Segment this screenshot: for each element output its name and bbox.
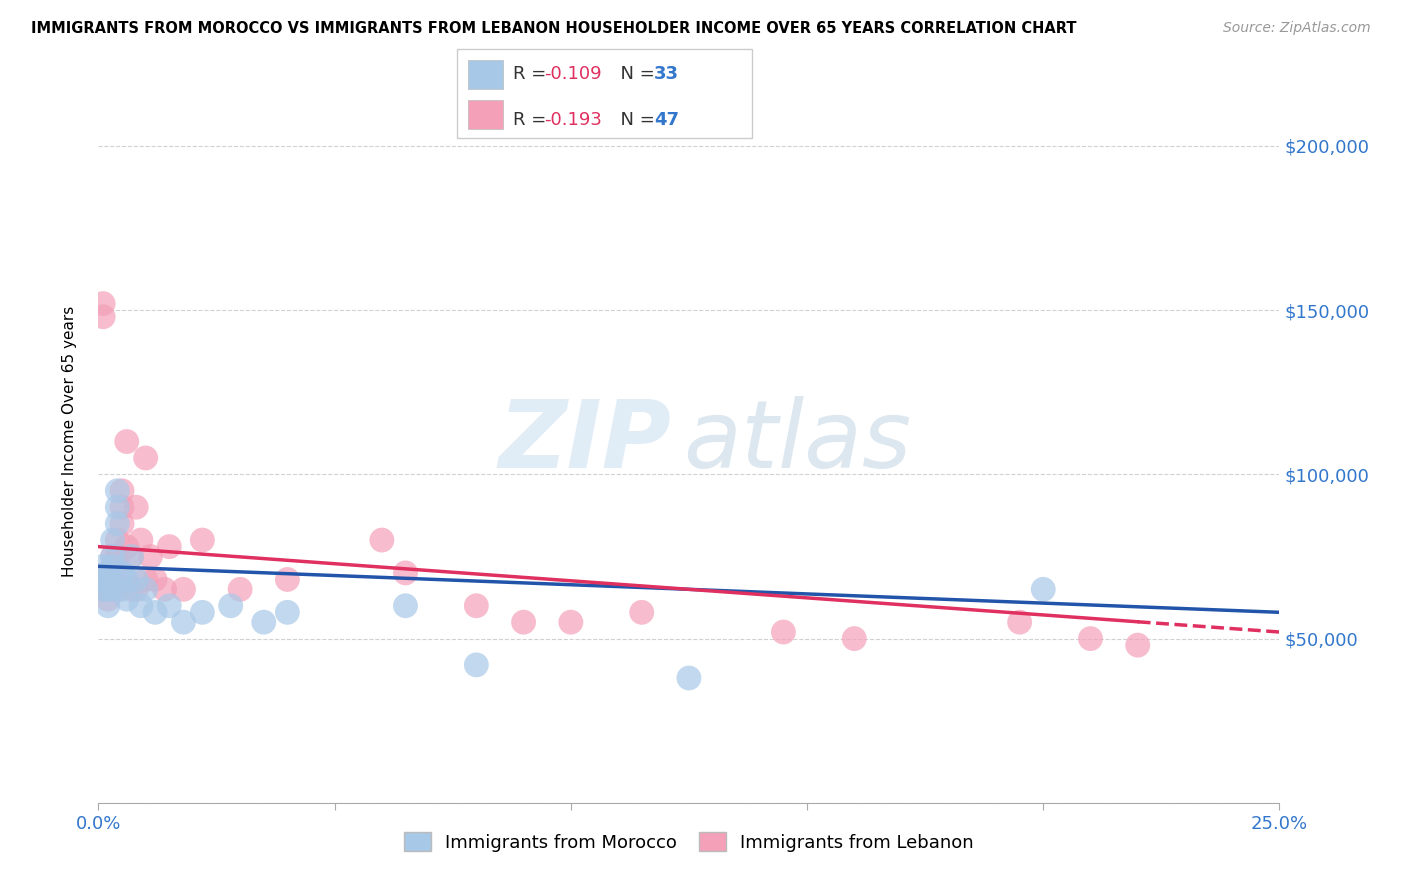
Point bbox=[105, 516, 128, 531]
Point bbox=[1032, 582, 1054, 597]
Point bbox=[101, 533, 124, 547]
Point bbox=[97, 592, 120, 607]
Point bbox=[105, 566, 128, 580]
Point bbox=[630, 605, 652, 619]
Point bbox=[121, 549, 143, 564]
Point bbox=[139, 549, 162, 564]
Point bbox=[97, 566, 120, 580]
Point bbox=[772, 625, 794, 640]
Point bbox=[97, 573, 120, 587]
Point bbox=[115, 573, 138, 587]
Point bbox=[105, 483, 128, 498]
Text: R =: R = bbox=[513, 112, 553, 129]
Point bbox=[191, 605, 214, 619]
Point bbox=[135, 582, 157, 597]
Point bbox=[465, 599, 488, 613]
Text: R =: R = bbox=[513, 65, 553, 83]
Point bbox=[219, 599, 242, 613]
Text: 33: 33 bbox=[654, 65, 679, 83]
Point bbox=[91, 582, 114, 597]
Point bbox=[844, 632, 866, 646]
Point bbox=[111, 582, 134, 597]
Point bbox=[121, 582, 143, 597]
Text: Source: ZipAtlas.com: Source: ZipAtlas.com bbox=[1223, 21, 1371, 35]
Point bbox=[135, 450, 157, 465]
Point bbox=[229, 582, 252, 597]
Point bbox=[394, 599, 416, 613]
Point bbox=[276, 573, 298, 587]
Legend: Immigrants from Morocco, Immigrants from Lebanon: Immigrants from Morocco, Immigrants from… bbox=[396, 825, 981, 859]
Text: N =: N = bbox=[609, 65, 661, 83]
Text: atlas: atlas bbox=[683, 396, 911, 487]
Point bbox=[101, 549, 124, 564]
Point bbox=[101, 559, 124, 574]
Point bbox=[157, 599, 180, 613]
Point bbox=[125, 573, 148, 587]
Point bbox=[97, 582, 120, 597]
Point bbox=[172, 615, 194, 630]
Point bbox=[115, 434, 138, 449]
Point bbox=[101, 559, 124, 574]
Text: 47: 47 bbox=[654, 112, 679, 129]
Point bbox=[125, 582, 148, 597]
Point bbox=[253, 615, 276, 630]
Point bbox=[1126, 638, 1149, 652]
Point bbox=[111, 566, 134, 580]
Point bbox=[91, 573, 114, 587]
Point bbox=[111, 516, 134, 531]
Text: -0.109: -0.109 bbox=[544, 65, 602, 83]
Text: -0.193: -0.193 bbox=[544, 112, 602, 129]
Point bbox=[115, 540, 138, 554]
Point bbox=[97, 599, 120, 613]
Point bbox=[97, 573, 120, 587]
Point bbox=[115, 573, 138, 587]
Point bbox=[111, 500, 134, 515]
Point bbox=[512, 615, 534, 630]
Point bbox=[91, 559, 114, 574]
Point bbox=[276, 605, 298, 619]
Point bbox=[91, 310, 114, 324]
Point bbox=[97, 582, 120, 597]
Point bbox=[91, 296, 114, 310]
Point bbox=[465, 657, 488, 672]
Point bbox=[101, 549, 124, 564]
Point bbox=[101, 582, 124, 597]
Point bbox=[678, 671, 700, 685]
Point bbox=[105, 500, 128, 515]
Point bbox=[157, 540, 180, 554]
Text: IMMIGRANTS FROM MOROCCO VS IMMIGRANTS FROM LEBANON HOUSEHOLDER INCOME OVER 65 YE: IMMIGRANTS FROM MOROCCO VS IMMIGRANTS FR… bbox=[31, 21, 1077, 36]
Point bbox=[1080, 632, 1102, 646]
Point bbox=[143, 573, 166, 587]
Point bbox=[97, 566, 120, 580]
Text: ZIP: ZIP bbox=[498, 395, 671, 488]
Point bbox=[143, 605, 166, 619]
Point bbox=[394, 566, 416, 580]
Point bbox=[101, 573, 124, 587]
Point bbox=[135, 573, 157, 587]
Point bbox=[172, 582, 194, 597]
Point bbox=[105, 549, 128, 564]
Point bbox=[105, 582, 128, 597]
Point bbox=[115, 592, 138, 607]
Point bbox=[111, 483, 134, 498]
Point bbox=[91, 582, 114, 597]
Y-axis label: Householder Income Over 65 years: Householder Income Over 65 years bbox=[62, 306, 77, 577]
Point bbox=[191, 533, 214, 547]
Point bbox=[105, 533, 128, 547]
Point bbox=[125, 500, 148, 515]
Point bbox=[129, 533, 152, 547]
Point bbox=[101, 582, 124, 597]
Point bbox=[129, 599, 152, 613]
Point bbox=[153, 582, 176, 597]
Text: N =: N = bbox=[609, 112, 661, 129]
Point bbox=[121, 549, 143, 564]
Point bbox=[560, 615, 582, 630]
Point bbox=[1008, 615, 1031, 630]
Point bbox=[371, 533, 394, 547]
